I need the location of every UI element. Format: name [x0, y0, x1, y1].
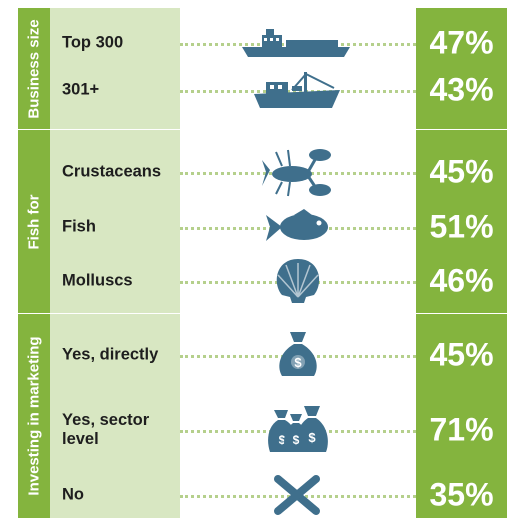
- table-row: Yes, directly $ 45%: [0, 330, 520, 380]
- table-row: Molluscs 46%: [0, 256, 520, 306]
- svg-text:$: $: [279, 433, 286, 447]
- row-percent: 47%: [429, 24, 494, 61]
- row-label: Top 300: [62, 33, 124, 52]
- row-label: 301+: [62, 80, 100, 99]
- row-percent: 45%: [429, 336, 494, 373]
- row-percent: 35%: [429, 476, 494, 513]
- fish-icon: [264, 209, 330, 245]
- cross-icon: [272, 475, 322, 515]
- section-investing: Investing in marketing: [18, 314, 50, 518]
- row-label: Crustaceans: [62, 162, 162, 181]
- table-row: Yes, sector level $ $ $ 71%: [0, 405, 520, 455]
- section-divider: [18, 129, 507, 130]
- shell-icon: [272, 257, 324, 305]
- row-percent: 71%: [429, 411, 494, 448]
- fishing-boat-icon: [252, 70, 342, 110]
- table-row: Top 300 47%: [0, 18, 520, 68]
- row-percent: 51%: [429, 208, 494, 245]
- row-percent: 46%: [429, 262, 494, 299]
- labels-column-bg: [50, 8, 180, 518]
- row-percent: 45%: [429, 153, 494, 190]
- large-ship-icon: [240, 27, 352, 59]
- section-fish-for: Fish for: [18, 130, 50, 313]
- lobster-icon: [262, 146, 332, 198]
- section-business-size: Business size: [18, 8, 50, 129]
- svg-text:$: $: [308, 430, 316, 445]
- row-label: Yes, sector level: [62, 411, 150, 448]
- row-label: Yes, directly: [62, 345, 159, 364]
- svg-text:$: $: [294, 355, 302, 370]
- dotted-leader: [180, 90, 416, 93]
- table-row: No 35%: [0, 470, 520, 520]
- row-percent: 43%: [429, 71, 494, 108]
- percent-column-bg: [416, 8, 507, 518]
- money-bags-icon: $ $ $: [268, 404, 328, 456]
- svg-text:$: $: [293, 433, 300, 447]
- row-label: Fish: [62, 217, 96, 236]
- money-bag-icon: $: [276, 330, 320, 380]
- table-row: Crustaceans 45%: [0, 147, 520, 197]
- table-row: Fish 51%: [0, 202, 520, 252]
- table-row: 301+ 43%: [0, 65, 520, 115]
- row-label: Molluscs: [62, 271, 133, 290]
- row-label: No: [62, 485, 84, 504]
- section-divider: [18, 313, 507, 314]
